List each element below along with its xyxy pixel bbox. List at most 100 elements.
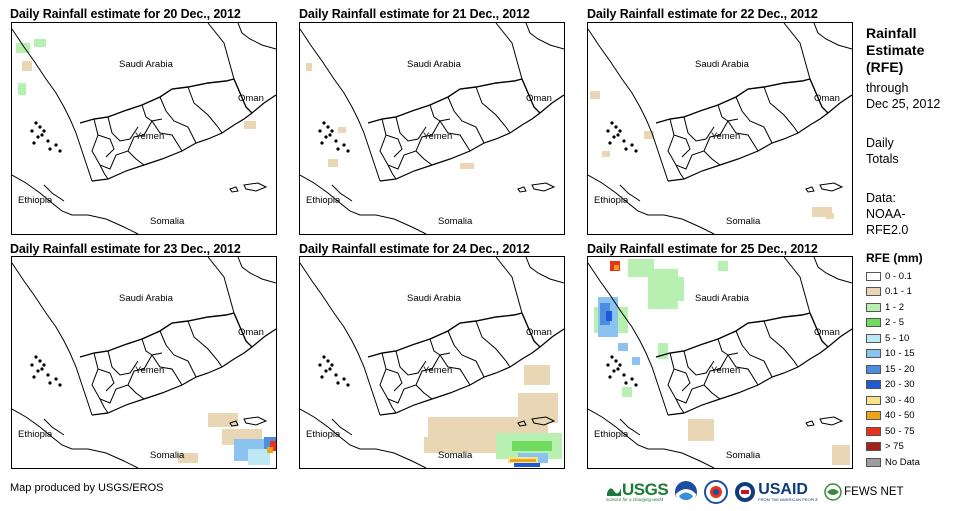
island [322, 121, 326, 125]
country-label-yemen: Yemen [711, 131, 741, 142]
governorate-border [99, 164, 109, 180]
island [320, 375, 324, 379]
governorate-border [675, 398, 685, 414]
rainfall-cell [424, 437, 504, 453]
africa-coast [300, 408, 427, 468]
saudi-yemen-border [367, 312, 523, 358]
island [517, 420, 527, 427]
legend-item: 20 - 30 [866, 379, 915, 391]
island [326, 125, 330, 129]
rainfall-cell [428, 417, 548, 437]
map-panel-3: Saudi Arabia Oman Yemen Ethiopia Somalia [587, 22, 853, 235]
governorate-border [703, 384, 721, 400]
arabia-west-coast [588, 28, 669, 182]
island [324, 135, 328, 139]
arabia-west-coast [300, 262, 381, 416]
governorate-border [727, 120, 759, 152]
legend-label: 0 - 0.1 [885, 270, 912, 282]
island [336, 381, 340, 385]
arabia-south-coast [91, 328, 276, 416]
rainfall-cell [338, 127, 346, 133]
island [324, 369, 328, 373]
island [618, 363, 622, 367]
legend-data-source: Data: NOAA- RFE2.0 [866, 191, 909, 237]
island [346, 383, 350, 387]
governorate-border [415, 150, 433, 166]
island [36, 369, 40, 373]
governorate-border [379, 118, 451, 170]
country-label-somalia: Somalia [150, 450, 185, 461]
governorate-border [475, 320, 511, 368]
rainfall-cell [826, 213, 834, 219]
island [58, 383, 62, 387]
africa-coast-detail [619, 184, 641, 202]
legend-label: 1 - 2 [885, 301, 905, 313]
governorate-border [91, 118, 163, 170]
saudi-oman-border [495, 23, 523, 80]
legend-swatch [866, 318, 881, 327]
rainfall-cell [16, 43, 30, 53]
governorate-border [429, 104, 441, 122]
governorate-border [763, 320, 799, 368]
governorate-border [667, 118, 739, 170]
country-label-yemen: Yemen [135, 131, 165, 142]
oman-north-edge [237, 23, 276, 50]
country-label-somalia: Somalia [726, 450, 761, 461]
island [320, 141, 324, 145]
noaa-logo-icon [675, 481, 698, 504]
island [608, 375, 612, 379]
yemen-oman-border [809, 78, 829, 114]
island [342, 377, 346, 381]
rainfall-cell [267, 447, 273, 453]
legend-item: 1 - 2 [866, 301, 904, 313]
country-label-ethiopia: Ethiopia [306, 429, 341, 440]
fewsnet-logo: FEWS NET [824, 483, 904, 501]
rainfall-cell [606, 311, 612, 321]
island [48, 147, 52, 151]
yemen-oman-border [521, 312, 541, 348]
governorate-border [97, 368, 115, 392]
country-label-somalia: Somalia [726, 216, 761, 227]
rainfall-cell [590, 91, 600, 99]
fewsnet-globe-icon [824, 483, 842, 501]
country-label-ethiopia: Ethiopia [18, 429, 53, 440]
rainfall-cell [632, 357, 640, 365]
country-label-saudi: Saudi Arabia [407, 59, 461, 70]
governorate-border [385, 134, 403, 158]
governorate-border [107, 350, 139, 376]
governorate-border [141, 104, 153, 122]
island [616, 367, 620, 371]
africa-coast [588, 408, 715, 468]
panel-title-5: Daily Rainfall estimate for 24 Dec., 201… [299, 242, 530, 256]
oman-north-edge [813, 23, 852, 50]
legend-item: 30 - 40 [866, 394, 915, 406]
island [48, 381, 52, 385]
governorate-border [439, 354, 471, 386]
island [30, 129, 34, 133]
nws-logo-icon [704, 480, 729, 504]
legend-swatch [866, 426, 881, 436]
saudi-yemen-border [655, 312, 811, 358]
africa-coast-detail [43, 418, 65, 436]
legend-heading: RFE (mm) [866, 251, 923, 265]
rainfall-cell [510, 459, 536, 462]
governorate-border [187, 86, 223, 134]
governorate-border [387, 398, 397, 414]
panel-title-1: Daily Rainfall estimate for 20 Dec., 201… [10, 7, 241, 21]
island [42, 363, 46, 367]
rainfall-cell [248, 449, 270, 465]
legend-item: No Data [866, 456, 920, 468]
panel-title-3: Daily Rainfall estimate for 22 Dec., 201… [587, 7, 818, 21]
arabia-west-coast [12, 28, 93, 182]
rainfall-map [588, 257, 852, 468]
island [318, 363, 322, 367]
africa-coast [588, 174, 715, 234]
rainfall-cell [178, 453, 198, 463]
governorate-border [151, 354, 183, 386]
island [32, 375, 36, 379]
island [610, 121, 614, 125]
island [58, 149, 62, 153]
country-label-somalia: Somalia [438, 216, 473, 227]
usaid-logo: USAID FROM THE AMERICAN PEOPLE [734, 481, 818, 503]
legend-swatch [866, 271, 881, 281]
